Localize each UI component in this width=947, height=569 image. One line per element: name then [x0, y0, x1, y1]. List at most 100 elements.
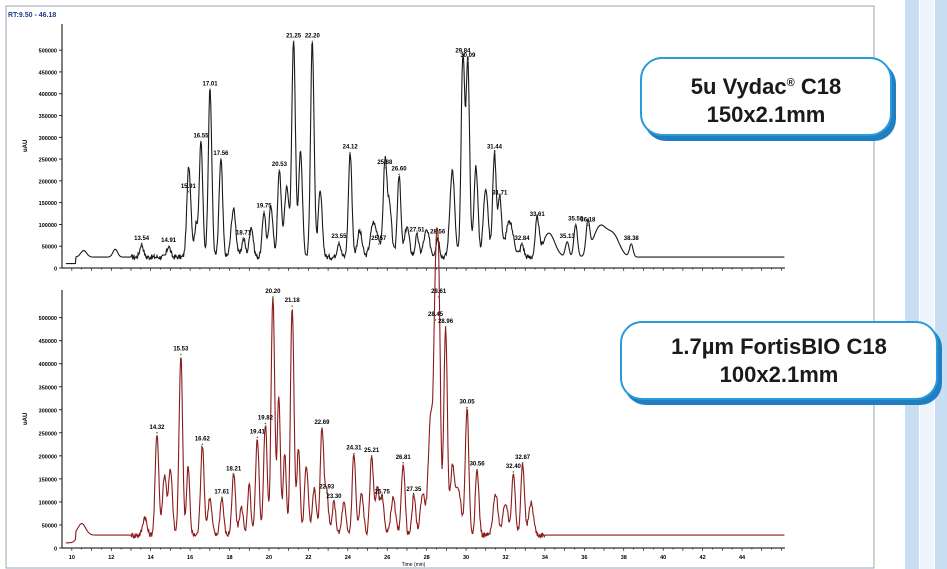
peak-label: 20.20 [265, 289, 281, 295]
x-tick-label: 40 [660, 555, 666, 561]
peak-marker [180, 353, 182, 356]
peak-marker [587, 224, 589, 227]
peak-marker [521, 461, 524, 464]
peak-marker [325, 491, 328, 494]
peak-marker [467, 60, 469, 62]
peak-label: 13.54 [134, 236, 150, 242]
peak-marker [338, 241, 340, 243]
peak-label: 17.61 [214, 489, 230, 495]
peak-label: 23.30 [327, 494, 343, 500]
peak-marker [292, 40, 295, 43]
y-tick-label: 450000 [39, 339, 57, 345]
peak-marker [381, 496, 384, 499]
y-tick-label: 200000 [39, 179, 57, 185]
peak-marker [416, 234, 418, 237]
peak-label: 22.20 [305, 33, 321, 39]
peak-marker [209, 88, 211, 91]
column-label-fortisbio: 1.7µm FortisBIO C18 100x2.1mm [620, 321, 938, 400]
peak-marker [437, 296, 440, 298]
peak-marker [476, 468, 478, 471]
peak-label: 30.09 [460, 53, 476, 59]
peak-marker [466, 406, 468, 409]
peak-label: 14.91 [161, 238, 177, 244]
y-tick-label: 250000 [39, 431, 57, 437]
peak-label: 35.56 [568, 216, 584, 222]
peak-marker [291, 305, 294, 307]
series-trace [65, 40, 785, 265]
y-tick-label: 400000 [39, 362, 57, 368]
peak-label: 25.88 [377, 160, 393, 166]
column-label-vydac: 5u Vydac® C18 150x2.1mm [640, 57, 892, 136]
peak-marker [402, 461, 404, 464]
peak-label: 14.32 [149, 425, 165, 431]
y-tick-label: 0 [54, 547, 57, 553]
peak-label: 32.87 [515, 455, 531, 461]
peak-marker [263, 210, 265, 213]
peak-label: 19.75 [257, 203, 273, 209]
peak-label: 26.60 [392, 166, 408, 172]
peak-label: 22.69 [314, 420, 330, 426]
peak-label: 15.91 [181, 184, 197, 190]
rt-range-label: RT:9.50 - 46.18 [8, 12, 56, 19]
peak-label: 28.61 [431, 289, 447, 295]
peak-marker [512, 471, 515, 473]
y-tick-label: 300000 [39, 408, 57, 414]
peak-marker [187, 190, 190, 193]
y-tick-label: 250000 [39, 158, 57, 164]
peak-label: 35.13 [560, 234, 576, 240]
y-tick-label: 150000 [39, 201, 57, 207]
peak-label: 27.35 [406, 487, 422, 493]
peak-marker [232, 473, 235, 476]
peak-label: 26.81 [396, 455, 412, 461]
peak-label: 17.56 [213, 151, 229, 157]
y-tick-label: 500000 [39, 316, 57, 322]
x-tick-label: 38 [621, 555, 627, 561]
peak-marker [321, 427, 323, 430]
peak-marker [398, 173, 400, 176]
x-tick-label: 16 [187, 555, 193, 561]
y-tick-label: 100000 [39, 223, 57, 229]
column-label-vydac-line2: 150x2.1mm [706, 102, 826, 127]
y-axis-label: uAU [23, 413, 29, 425]
peak-marker [349, 151, 351, 154]
peak-label: 21.25 [286, 33, 302, 39]
x-tick-label: 26 [384, 555, 390, 561]
peak-label: 22.93 [319, 485, 335, 491]
peak-marker [434, 319, 437, 321]
x-tick-label: 24 [345, 555, 352, 561]
peak-marker [377, 243, 380, 245]
peak-label: 16.55 [193, 134, 209, 140]
peak-label: 32.40 [506, 464, 522, 470]
peak-marker [498, 197, 501, 200]
x-tick-label: 22 [305, 555, 311, 561]
column-label-vydac-line1: 5u Vydac® C18 [690, 74, 842, 99]
peak-marker [370, 455, 373, 457]
peak-marker [333, 501, 335, 503]
peak-marker [574, 223, 577, 226]
peak-marker [256, 436, 259, 439]
peak-label: 31.71 [492, 190, 508, 196]
peak-marker [311, 40, 314, 43]
peak-marker [272, 296, 274, 298]
chart-panel-bottom: 0 50000 100000 150000 200000 250000 300000 3500… [23, 227, 785, 568]
peak-marker [278, 169, 281, 171]
peak-label: 28.96 [438, 319, 454, 325]
side-panel-strip [919, 0, 935, 569]
peak-label: 28.45 [428, 312, 444, 318]
y-tick-label: 100000 [39, 500, 57, 506]
peak-label: 30.56 [470, 462, 486, 468]
x-tick-label: 32 [502, 555, 508, 561]
y-tick-label: 50000 [42, 523, 57, 529]
peak-marker [264, 422, 267, 425]
x-tick-label: 20 [266, 555, 272, 561]
peak-label: 20.53 [272, 162, 288, 168]
peak-label: 15.53 [173, 347, 189, 353]
peak-marker [140, 243, 143, 245]
peak-marker [242, 237, 245, 240]
peak-marker [462, 55, 464, 58]
peak-label: 25.75 [375, 489, 391, 495]
peak-marker [413, 494, 415, 496]
peak-label: 31.44 [487, 145, 503, 151]
y-tick-label: 500000 [39, 49, 57, 55]
peak-label: 18.71 [236, 230, 252, 236]
